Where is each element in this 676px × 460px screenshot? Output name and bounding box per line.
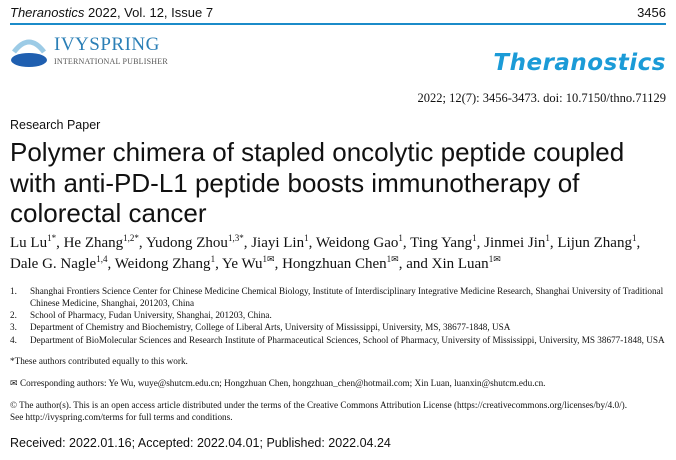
citation-doi: 2022; 12(7): 3456-3473. doi: 10.7150/thn… bbox=[417, 91, 667, 105]
header-rule bbox=[10, 23, 666, 25]
affiliation-item: 4. Department of BioMolecular Sciences an… bbox=[10, 334, 670, 346]
affiliation-item: 2. School of Pharmacy, Fudan University, … bbox=[10, 309, 670, 321]
author-affiliation-mark: 1,2* bbox=[123, 232, 139, 243]
author-name: Ting Yang bbox=[410, 234, 473, 251]
author: Ye Wu1✉ bbox=[222, 253, 275, 272]
affiliation-text: Department of Chemistry and Biochemistry… bbox=[30, 322, 511, 333]
author-name: Jiayi Lin bbox=[251, 234, 305, 251]
author-name: Lu Lu bbox=[10, 234, 48, 251]
page-number: 3456 bbox=[637, 5, 666, 20]
affiliation-number: 3. bbox=[10, 322, 17, 333]
author: Weidong Gao1 bbox=[315, 232, 403, 251]
running-header: Theranostics 2022, Vol. 12, Issue 7 3456 bbox=[10, 5, 666, 20]
author: Ting Yang1 bbox=[410, 232, 477, 251]
author-name: and Xin Luan bbox=[406, 255, 489, 272]
ivyspring-mark-icon bbox=[11, 39, 47, 67]
author-affiliation-mark: 1 bbox=[304, 232, 309, 243]
affiliation-text: Department of BioMolecular Sciences and … bbox=[30, 334, 665, 345]
journal-name: Theranostics bbox=[10, 5, 85, 20]
terms-line: See http://ivyspring.com/terms for full … bbox=[10, 412, 233, 423]
publisher-name: IVYSPRING bbox=[54, 34, 160, 55]
affiliations-list: 1. Shanghai Frontiers Science Center for … bbox=[10, 285, 670, 346]
author: Jiayi Lin1 bbox=[251, 232, 309, 251]
affiliation-text: School of Pharmacy, Fudan University, Sh… bbox=[30, 310, 272, 321]
affiliation-number: 1. bbox=[10, 285, 17, 296]
author-name: Weidong Zhang bbox=[114, 255, 211, 272]
affiliation-number: 4. bbox=[10, 334, 17, 345]
author-affiliation-mark: 1 bbox=[398, 232, 403, 243]
article-title: Polymer chimera of stapled oncolytic pep… bbox=[10, 137, 625, 228]
journal-logo: Theranostics bbox=[493, 50, 666, 76]
author-affiliation-mark: 1✉ bbox=[262, 253, 275, 264]
affiliation-number: 2. bbox=[10, 310, 17, 321]
publisher-subtitle: INTERNATIONAL PUBLISHER bbox=[54, 57, 168, 66]
volume-issue: 2022, Vol. 12, Issue 7 bbox=[84, 5, 214, 20]
author-affiliation-mark: 1,4 bbox=[96, 253, 108, 264]
author-name: Weidong Gao bbox=[315, 234, 399, 251]
author-name: Lijun Zhang bbox=[557, 234, 632, 251]
author-affiliation-mark: 1✉ bbox=[488, 253, 501, 264]
author: Yudong Zhou1,3* bbox=[145, 232, 244, 251]
publication-dates: Received: 2022.01.16; Accepted: 2022.04.… bbox=[10, 435, 391, 450]
author: Lijun Zhang1 bbox=[557, 232, 637, 251]
author-affiliation-mark: 1 bbox=[545, 232, 550, 243]
affiliation-item: 1. Shanghai Frontiers Science Center for … bbox=[10, 285, 670, 310]
author-affiliation-mark: 1 bbox=[472, 232, 477, 243]
author-affiliation-mark: 1 bbox=[210, 253, 216, 264]
author: Weidong Zhang1 bbox=[114, 253, 216, 272]
license-line: © The author(s). This is an open access … bbox=[10, 399, 628, 410]
author-affiliation-mark: 1* bbox=[47, 232, 57, 243]
author-name: Hongzhuan Chen bbox=[282, 255, 387, 272]
copyright-notice: © The author(s). This is an open access … bbox=[10, 399, 670, 424]
corresponding-authors: ✉ Corresponding authors: Ye Wu, wuye@shu… bbox=[10, 378, 546, 389]
author: Hongzhuan Chen1✉ bbox=[282, 253, 399, 272]
author-affiliation-mark: 1✉ bbox=[386, 253, 399, 264]
author-list: Lu Lu1*, He Zhang1,2*, Yudong Zhou1,3*, … bbox=[10, 232, 641, 272]
article-type: Research Paper bbox=[10, 118, 101, 132]
affiliation-item: 3. Department of Chemistry and Biochemist… bbox=[10, 321, 670, 333]
author-name: Ye Wu bbox=[222, 255, 263, 272]
author-affiliation-mark: 1,3* bbox=[227, 232, 244, 243]
author-name: Jinmei Jin bbox=[484, 234, 546, 251]
author-name: Dale G. Nagle bbox=[10, 255, 97, 272]
author-name: Yudong Zhou bbox=[145, 234, 228, 251]
ivyspring-logo: IVYSPRING INTERNATIONAL PUBLISHER bbox=[10, 34, 210, 74]
equal-contribution-note: *These authors contributed equally to th… bbox=[10, 355, 188, 366]
author: and Xin Luan1✉ bbox=[406, 253, 501, 272]
author-name: He Zhang bbox=[63, 234, 124, 251]
author: Lu Lu1* bbox=[10, 232, 57, 251]
affiliation-text: Shanghai Frontiers Science Center for Ch… bbox=[30, 285, 664, 308]
author: Dale G. Nagle1,4 bbox=[10, 253, 108, 272]
author: Jinmei Jin1 bbox=[484, 232, 550, 251]
article-front-matter: Polymer chimera of stapled oncolytic pep… bbox=[10, 137, 670, 457]
author: He Zhang1,2* bbox=[63, 232, 139, 251]
author-affiliation-mark: 1 bbox=[631, 232, 637, 243]
